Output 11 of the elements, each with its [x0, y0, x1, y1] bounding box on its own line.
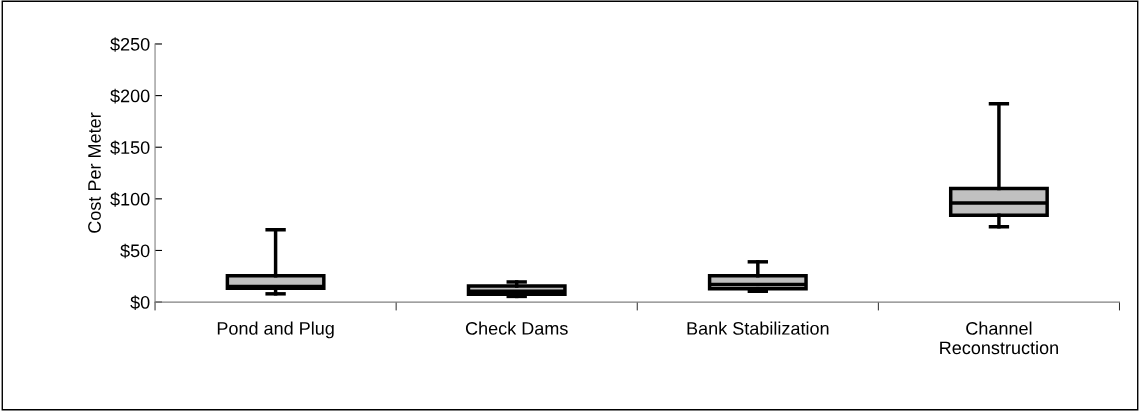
x-tick-label: Pond and Plug — [217, 321, 334, 339]
y-tick-label: $100 — [110, 192, 150, 207]
x-tick-label: Check Dams — [465, 321, 568, 335]
y-tick-label: $150 — [110, 140, 150, 156]
y-tick-label: $200 — [110, 88, 150, 104]
y-tick-label: $50 — [120, 243, 150, 259]
x-tick-label: Bank Stabilization — [687, 321, 829, 335]
x-tick-label: Channel Reconstruction — [940, 321, 1058, 355]
y-tick-label: $0 — [130, 295, 150, 310]
y-tick-label: $250 — [110, 37, 150, 52]
y-axis-title: Cost Per Meter — [88, 112, 101, 233]
